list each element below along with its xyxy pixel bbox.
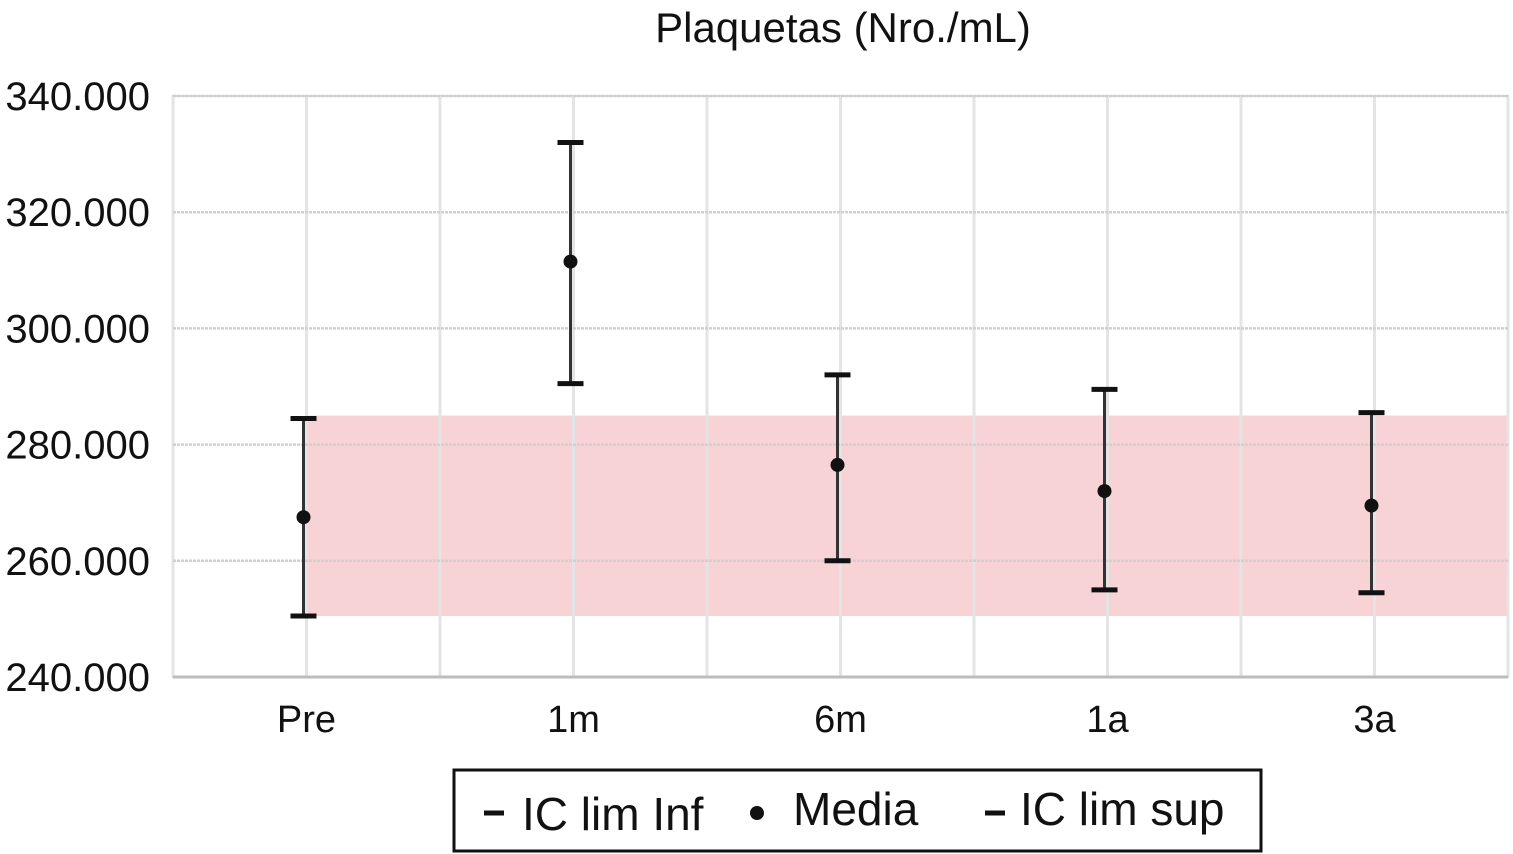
legend-label-ic-lim-inf: IC lim Inf	[522, 788, 704, 840]
x-tick-label: 6m	[814, 699, 867, 741]
x-tick-label: 3a	[1353, 699, 1396, 741]
y-tick-label: 240.000	[5, 656, 150, 700]
legend-label-ic-lim-sup: IC lim sup	[1020, 783, 1224, 835]
y-tick-label: 260.000	[5, 540, 150, 584]
legend-marker-media	[750, 806, 764, 820]
reference-band	[306, 415, 1508, 616]
x-axis-labels: Pre 1m 6m 1a 3a	[277, 699, 1397, 741]
y-tick-label: 280.000	[5, 424, 150, 468]
media-point	[1097, 484, 1112, 499]
chart-title: Plaquetas (Nro./mL)	[655, 4, 1031, 51]
media-point	[563, 254, 578, 269]
y-tick-label: 320.000	[5, 191, 150, 235]
y-axis-labels: 240.000 260.000 280.000 300.000 320.000 340.0…	[5, 75, 150, 700]
media-point	[830, 457, 845, 472]
x-tick-label: 1a	[1086, 699, 1129, 741]
legend: IC lim Inf Media IC lim sup	[452, 768, 1263, 853]
media-point	[296, 510, 311, 525]
x-tick-label: 1m	[547, 699, 600, 741]
gridlines	[171, 94, 1510, 679]
y-tick-label: 340.000	[5, 75, 150, 119]
x-tick-label: Pre	[277, 699, 336, 741]
media-point	[1364, 498, 1379, 513]
reference-band-layer	[306, 415, 1508, 616]
legend-label-media: Media	[793, 783, 919, 835]
y-tick-label: 300.000	[5, 307, 150, 351]
error-bars	[290, 139, 1385, 619]
legend-box	[452, 768, 1263, 853]
